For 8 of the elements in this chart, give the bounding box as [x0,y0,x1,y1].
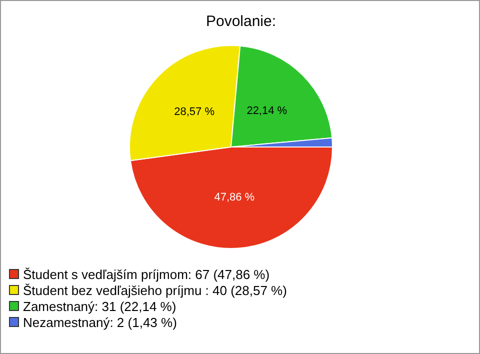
legend-label: Študent bez vedľajšieho príjmu : 40 (28,57 %) [23,282,287,298]
data-label: 22,14 % [246,105,288,118]
data-label: 47,86 % [214,192,255,204]
legend-label: Študent s vedľajším príjmom: 67 (47,86 %) [23,266,270,282]
chart-title: Povolanie: [204,13,278,30]
legend-label: Zamestnaný: 31 (22,14 %) [23,298,176,314]
legend-label: Nezamestnaný: 2 (1,43 %) [23,314,177,330]
data-label: 28,57 % [174,106,215,118]
